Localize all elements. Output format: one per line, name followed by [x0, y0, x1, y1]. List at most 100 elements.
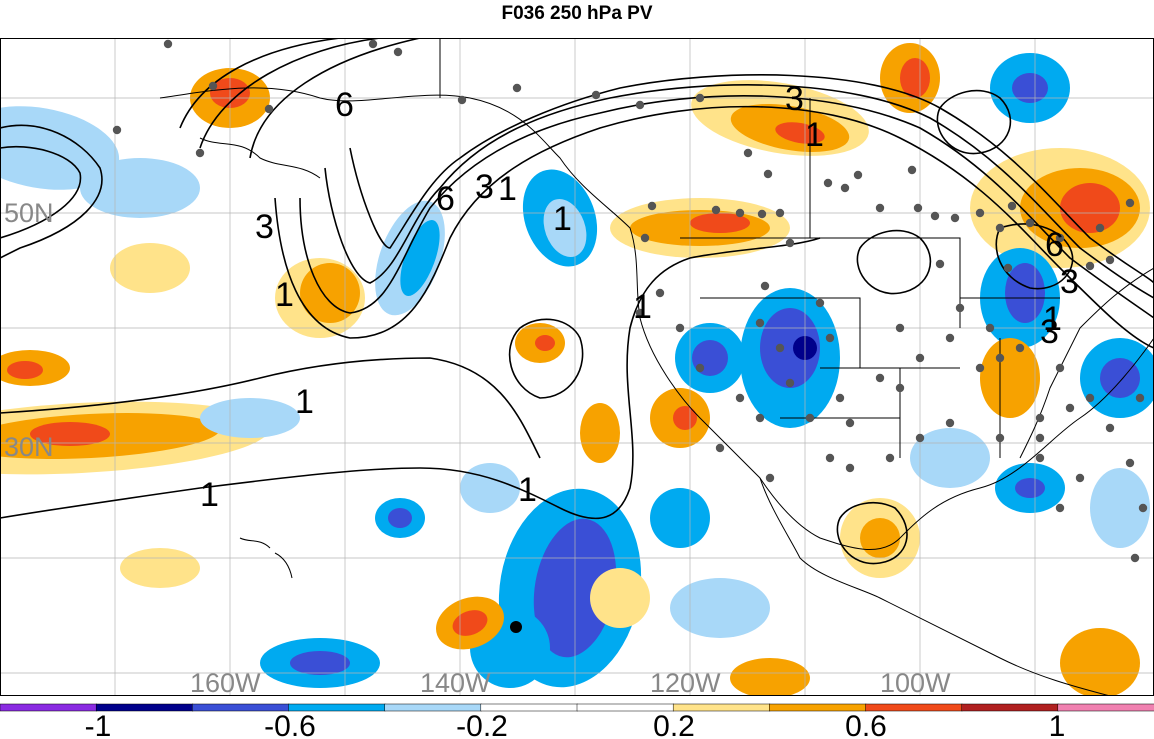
station-dot: [975, 363, 985, 373]
coastlines: [159, 38, 1154, 696]
station-dot: [1130, 553, 1140, 563]
pv-map: 6 3 1 6 3 1 1 1 3 1 1 1 1 3 6 3 1 50N 30…: [0, 38, 1154, 696]
station-dot: [1055, 233, 1065, 243]
station-dot: [840, 183, 850, 193]
lon-label-120w: 120W: [650, 668, 721, 696]
colorbar-tick-label: 1: [1049, 710, 1066, 739]
pv-anomaly-region: [452, 610, 488, 636]
contour-label: 1: [518, 471, 537, 509]
station-dot: [975, 208, 985, 218]
station-dot: [805, 413, 815, 423]
pv-anomaly-region: [1090, 468, 1150, 548]
pv-anomaly-region: [300, 263, 360, 323]
pv-anomaly-region: [80, 158, 200, 218]
pv-anomaly-region: [1060, 628, 1140, 696]
contour-label-group: 6 3 1 6 3 1 1 1 3 1 1 1 1 3 6 3 1: [200, 80, 1079, 514]
station-dot: [785, 238, 795, 248]
station-dot: [591, 90, 601, 100]
station-dot: [264, 104, 274, 114]
station-dots: [112, 39, 1148, 563]
contour-label: 3: [255, 208, 274, 246]
station-dot: [875, 373, 885, 383]
station-dot: [985, 323, 995, 333]
pv-anomaly-region: [110, 243, 190, 293]
station-dot: [1035, 453, 1045, 463]
pv-anomaly-region: [730, 658, 810, 696]
station-dot: [785, 378, 795, 388]
station-dot: [760, 281, 770, 291]
station-dot: [835, 393, 845, 403]
station-dot: [755, 318, 765, 328]
station-dot: [950, 213, 960, 223]
pv-anomaly-region: [543, 198, 587, 258]
colorbar-swatch: [0, 703, 97, 712]
contour-label: 6: [436, 180, 455, 218]
station-dot: [825, 453, 835, 463]
station-dot: [695, 93, 705, 103]
station-dot: [715, 443, 725, 453]
station-dot: [195, 148, 205, 158]
station-dot: [512, 83, 522, 93]
colorbar-swatches: [0, 703, 1154, 712]
station-dot: [112, 125, 122, 135]
station-dot: [757, 209, 767, 219]
colorbar-swatch: [961, 703, 1059, 712]
contour-label: 6: [335, 86, 354, 124]
station-dot: [1138, 503, 1148, 513]
station-dot: [1025, 218, 1035, 228]
station-dot: [945, 418, 955, 428]
contour-label: 3: [1040, 313, 1059, 351]
colorbar-swatch: [1057, 703, 1154, 712]
station-dot: [775, 343, 785, 353]
station-dot: [823, 178, 833, 188]
station-dot: [995, 353, 1005, 363]
station-dot: [935, 259, 945, 269]
station-dot: [457, 95, 467, 105]
colorbar-tick-label: 0.6: [845, 710, 887, 739]
pv-anomaly-region: [290, 651, 350, 675]
pv-anomaly-region: [460, 463, 520, 513]
colorbar-tick-label: -0.6: [264, 710, 316, 739]
pv-anomaly-region: [775, 122, 825, 144]
pv-anomaly-region: [1100, 358, 1140, 398]
pv-anomaly-region: [650, 488, 710, 548]
pv-contours: [0, 38, 1154, 565]
colorbar: -1 -0.6 -0.2 0.2 0.6 1: [0, 703, 1154, 739]
station-dot: [647, 201, 657, 211]
station-dot: [755, 413, 765, 423]
pv-anomaly-region: [1015, 478, 1045, 498]
axis-label-group: 50N 30N 160W 140W 120W 100W: [4, 198, 951, 696]
lat-label-50n: 50N: [4, 198, 54, 228]
station-dot: [930, 211, 940, 221]
station-dot: [815, 298, 825, 308]
station-dot: [1105, 423, 1115, 433]
station-dot: [1125, 458, 1135, 468]
station-dot: [955, 303, 965, 313]
station-dot: [1007, 201, 1017, 211]
station-dot: [825, 333, 835, 343]
station-dot: [1003, 263, 1013, 273]
station-dot: [711, 205, 721, 215]
lon-label-100w: 100W: [880, 668, 951, 696]
contour-label: 1: [275, 276, 294, 314]
pv-anomaly-region: [30, 422, 110, 446]
station-dot: [995, 223, 1005, 233]
station-dot: [1055, 363, 1065, 373]
station-dot: [1055, 503, 1065, 513]
pv-anomaly-region: [590, 568, 650, 628]
colorbar-tick-label: -1: [85, 710, 112, 739]
station-dot: [393, 47, 403, 57]
station-dot: [1035, 433, 1045, 443]
pv-anomaly-region: [400, 220, 440, 296]
pv-anomaly-region: [7, 361, 43, 379]
contour-label: 1: [553, 200, 572, 238]
contour-label: 3: [785, 80, 804, 118]
station-dot: [368, 39, 378, 49]
station-dot: [1095, 223, 1105, 233]
station-dot: [765, 473, 775, 483]
station-dot: [853, 170, 863, 180]
station-dot: [895, 383, 905, 393]
map-title: F036 250 hPa PV: [501, 3, 653, 24]
contour-label: 1: [498, 170, 517, 208]
contour-label: 1: [1043, 300, 1062, 338]
